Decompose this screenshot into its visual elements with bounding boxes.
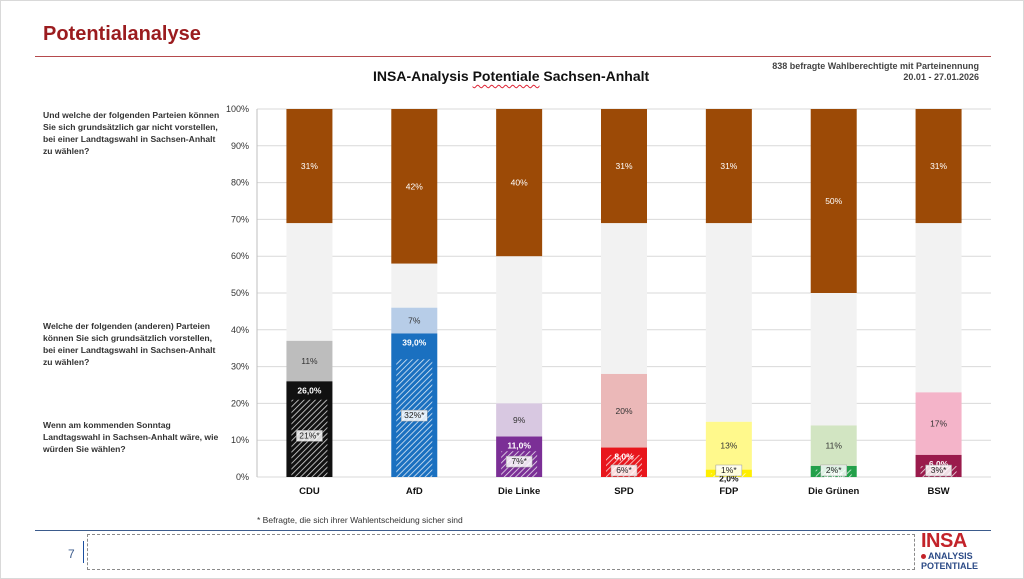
y-tick-label: 60% <box>231 251 249 261</box>
sure-value-label: 2%* <box>826 465 842 475</box>
y-tick-label: 10% <box>231 435 249 445</box>
logo-line-2: POTENTIALE <box>921 561 979 571</box>
vote-value-label: 11,0% <box>507 441 531 451</box>
reject-value-label: 31% <box>930 161 947 171</box>
footer-divider <box>35 530 991 531</box>
potential-value-label: 9% <box>513 415 526 425</box>
logo-dot-icon <box>921 554 926 560</box>
bar-potential-segment <box>705 421 752 470</box>
category-label: Die Linke <box>498 486 540 497</box>
bar-potential-segment <box>601 373 647 448</box>
chart-title-suffix: Sachsen-Anhalt <box>539 68 650 84</box>
date-range: 20.01 - 27.01.2026 <box>903 72 979 82</box>
title-divider <box>35 56 991 57</box>
reject-value-label: 31% <box>301 161 318 171</box>
sure-label-box <box>715 464 743 477</box>
bar-neutral-segment <box>496 256 543 404</box>
potential-value-label: 11% <box>301 356 318 366</box>
logo-brand: INSA <box>921 530 967 552</box>
bar-potential-segment <box>391 307 438 334</box>
bar-reject-segment <box>810 109 857 293</box>
sure-value-label: 32%* <box>404 410 425 420</box>
potential-value-label: 11% <box>826 441 843 451</box>
sure-label-box <box>925 464 952 477</box>
bar-neutral-segment <box>601 223 647 374</box>
footnote: * Befragte, die sich ihrer Wahlentscheid… <box>257 515 463 525</box>
y-tick-label: 70% <box>231 214 249 224</box>
bar-reject-segment <box>915 109 962 224</box>
sure-value-label: 7%* <box>511 456 527 466</box>
category-label: FDP <box>719 486 739 497</box>
sure-value-label: 3%* <box>931 465 947 475</box>
bar-neutral-segment <box>810 293 857 426</box>
bar-reject-segment <box>601 109 647 224</box>
question-potential: Welche der folgenden (anderen) Parteien … <box>43 321 216 367</box>
bar-neutral-segment <box>286 223 333 341</box>
y-tick-label: 0% <box>236 472 249 482</box>
bar-neutral-segment <box>915 223 962 393</box>
logo-line-1-text: ANALYSIS <box>928 551 973 561</box>
potential-value-label: 13% <box>720 441 737 451</box>
question-reject: Und welche der folgenden Parteien können… <box>43 110 220 156</box>
y-tick-label: 90% <box>231 141 249 151</box>
bar-reject-segment <box>286 109 333 224</box>
y-tick-label: 40% <box>231 325 249 335</box>
vote-value-label: 6,0% <box>929 459 949 469</box>
potential-value-label: 20% <box>615 406 632 416</box>
category-label: CDU <box>299 486 320 497</box>
sure-label-box <box>505 455 533 468</box>
bar-neutral-segment <box>391 263 438 308</box>
category-label: BSW <box>927 486 949 497</box>
logo-line-1: ANALYSIS <box>921 551 1001 561</box>
text-cursor <box>83 541 84 563</box>
sure-label-box <box>401 409 428 422</box>
y-tick-label: 20% <box>231 398 249 408</box>
sure-label-box <box>820 464 847 477</box>
category-label: SPD <box>614 486 634 497</box>
chart-title-underlined: Potentiale <box>472 68 540 84</box>
reject-value-label: 31% <box>615 161 632 171</box>
page-number: 7 <box>68 547 75 561</box>
bar-potential-segment <box>496 403 543 437</box>
vote-value-label: 2,0% <box>719 474 739 484</box>
bar-potential-segment <box>810 425 857 466</box>
sure-label-box <box>610 464 638 477</box>
sure-label-box <box>296 430 323 442</box>
vote-value-label: 26,0% <box>297 385 322 395</box>
reject-value-label: 31% <box>720 161 737 171</box>
bar-potential-segment <box>915 392 962 455</box>
chart-title-prefix: INSA-Analysis <box>373 68 473 84</box>
question-vote: Wenn am kommenden Sonntag Landtagswahl i… <box>43 420 219 454</box>
y-tick-label: 80% <box>231 178 249 188</box>
reject-value-label: 40% <box>511 178 528 188</box>
category-label: AfD <box>406 486 423 497</box>
insa-logo: INSA ANALYSIS POTENTIALE <box>921 531 1001 575</box>
vote-value-label: 8,0% <box>614 452 634 462</box>
slide-title: Potentialanalyse <box>43 23 201 45</box>
category-label: Die Grünen <box>808 486 859 497</box>
potential-value-label: 7% <box>408 316 421 326</box>
bar-reject-segment <box>705 109 752 224</box>
y-tick-label: 100% <box>226 104 249 114</box>
vote-value-label: 39,0% <box>402 337 427 347</box>
footer-text-box[interactable] <box>87 534 915 570</box>
bar-reject-segment <box>391 109 438 264</box>
potential-value-label: 17% <box>930 419 947 429</box>
bar-potential-segment <box>286 340 333 382</box>
y-tick-label: 50% <box>231 288 249 298</box>
sure-value-label: 1%* <box>721 465 737 475</box>
reject-value-label: 42% <box>406 181 423 191</box>
chart-title: INSA-Analysis Potentiale Sachsen-Anhalt <box>373 68 649 84</box>
bar-reject-segment <box>496 109 543 257</box>
sample-size: 838 befragte Wahlberechtigte mit Partein… <box>772 61 979 71</box>
sample-info: 838 befragte Wahlberechtigte mit Partein… <box>772 61 979 83</box>
reject-value-label: 50% <box>825 196 842 206</box>
sure-value-label: 6%* <box>616 465 632 475</box>
sure-value-label: 21%* <box>299 430 320 440</box>
bar-neutral-segment <box>705 223 752 422</box>
y-tick-label: 30% <box>231 362 249 372</box>
